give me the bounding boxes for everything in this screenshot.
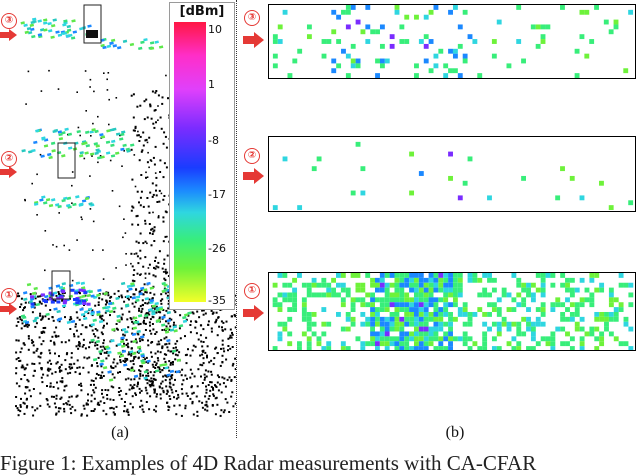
figure-caption: Figure 1: Examples of 4D Radar measureme… — [0, 451, 537, 475]
colorbar-tick: -35 — [208, 294, 226, 307]
marker-1-arrow-icon — [243, 305, 264, 321]
point-cloud-image — [15, 4, 236, 417]
heatmap-1 — [268, 272, 636, 351]
subfigure-label-b: (b) — [445, 424, 465, 441]
marker-3-label: ③ — [1, 13, 17, 29]
heatmap-3 — [268, 4, 636, 79]
marker-3-label: ③ — [244, 10, 260, 26]
marker-1-label: ① — [244, 283, 260, 299]
subfigure-label-a: (a) — [111, 424, 129, 441]
marker-3-arrow-icon — [243, 32, 264, 48]
marker-2-arrow-icon — [0, 166, 17, 178]
marker-2-label: ② — [244, 148, 260, 164]
colorbar-unit-label: [dBm] — [179, 4, 225, 19]
colorbar-tick: -8 — [208, 134, 219, 147]
colorbar-tick: 10 — [208, 23, 222, 36]
panel-divider — [236, 0, 237, 438]
marker-2-label: ② — [1, 151, 17, 167]
colorbar-tick: 1 — [208, 78, 215, 91]
marker-2-arrow-icon — [243, 168, 264, 184]
marker-1-label: ① — [1, 288, 17, 304]
marker-3-arrow-icon — [0, 29, 17, 41]
colorbar-gradient — [174, 22, 206, 302]
marker-1-arrow-icon — [0, 303, 17, 315]
colorbar-tick: -26 — [208, 242, 226, 255]
heatmap-2 — [268, 136, 636, 212]
colorbar-tick: -17 — [208, 188, 226, 201]
